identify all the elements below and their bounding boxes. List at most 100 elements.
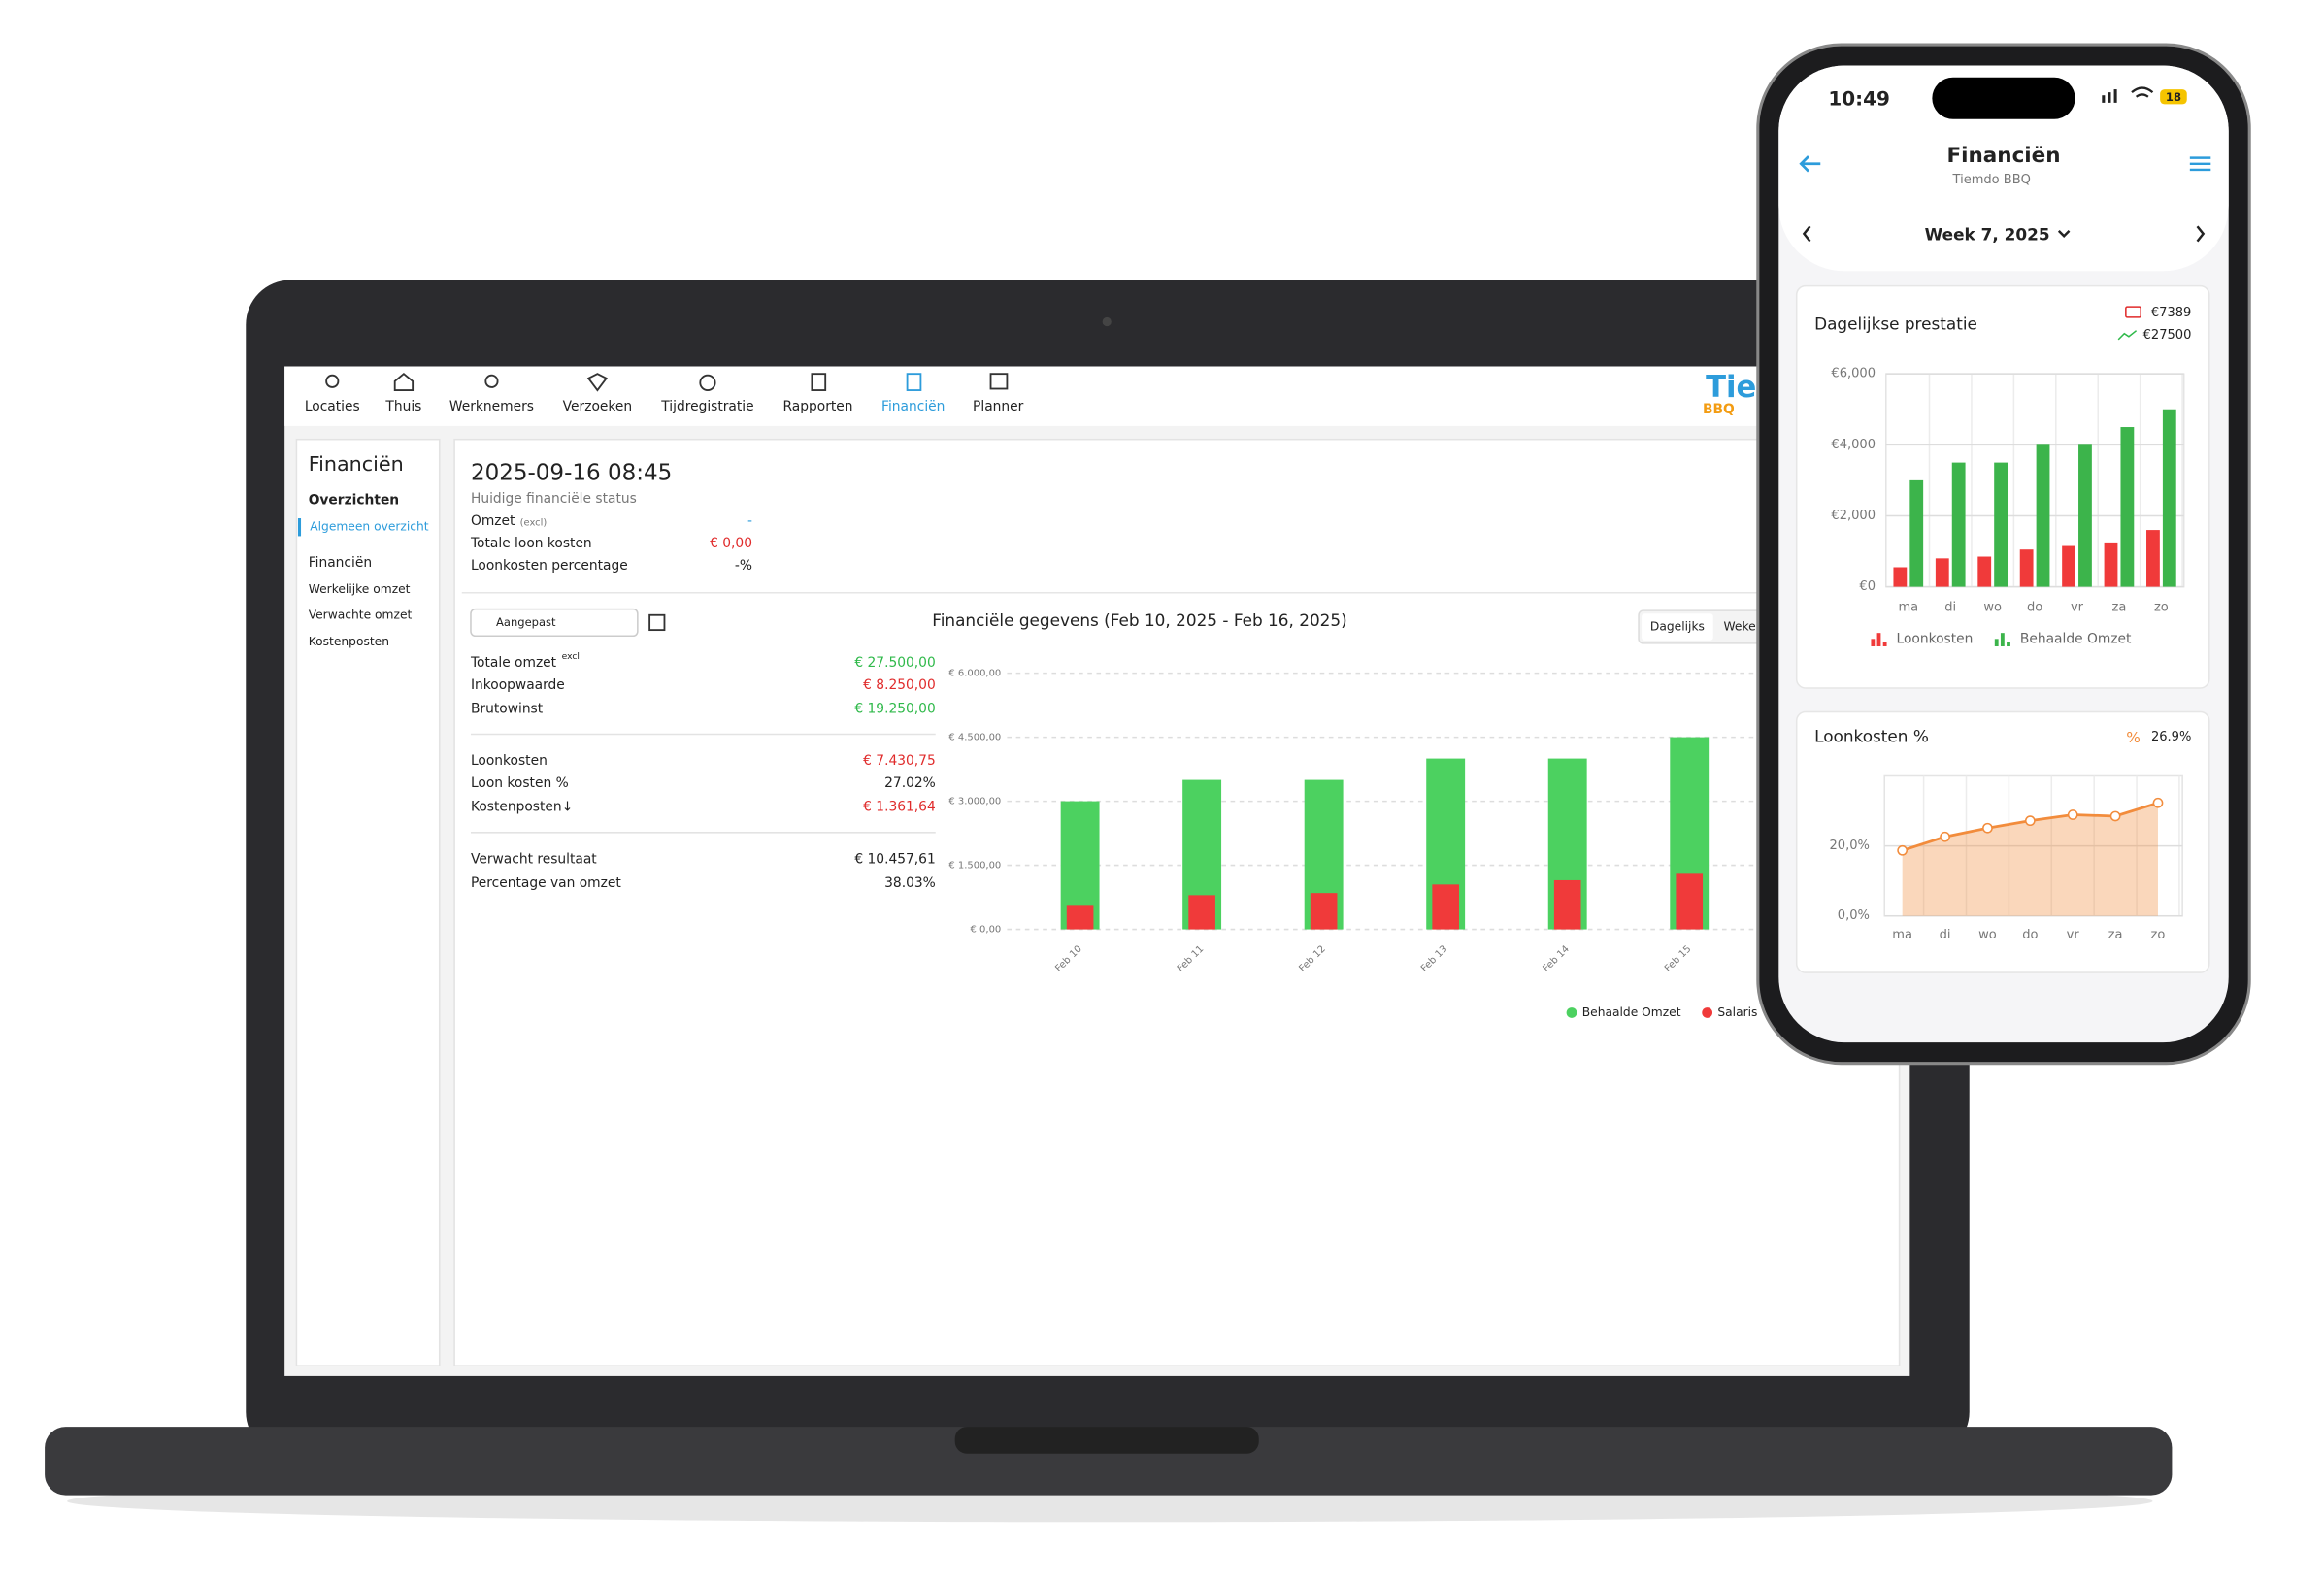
- phone-charts: Dagelijkse prestatie €7389 €27500 €0 €2,000 €…: [1814, 306, 2191, 942]
- sidebar-item[interactable]: Algemeen overzicht: [310, 520, 429, 534]
- icon: [484, 374, 499, 388]
- next-week[interactable]: [2196, 225, 2206, 243]
- annotation: €27500: [2143, 328, 2192, 343]
- sidebar-item[interactable]: Verwachte omzet: [309, 608, 413, 621]
- icon: [586, 373, 609, 392]
- menu-button[interactable]: [2189, 156, 2211, 172]
- sidebar-section: Overzichten: [309, 493, 399, 509]
- notch: [954, 1427, 1259, 1454]
- sidebar-title: Financiën: [309, 452, 404, 476]
- bar: [1994, 462, 2009, 587]
- bar: [2078, 444, 2092, 587]
- logo: Tie: [1706, 371, 1756, 405]
- bar: [1909, 479, 1924, 587]
- signal: [2113, 89, 2117, 103]
- icon: [699, 374, 716, 391]
- y-tick-label: 0,0%: [1838, 908, 1870, 923]
- calendar-icon[interactable]: [648, 613, 666, 632]
- logo-sub: BBQ: [1703, 402, 1735, 417]
- laptop-chart: Financiële gegevens (Feb 10, 2025 - Feb …: [932, 610, 1892, 1019]
- toggle-active: [1642, 613, 1713, 641]
- summary-label: Verwacht resultaat: [471, 851, 597, 867]
- summary-label: Loon kosten %: [471, 775, 569, 791]
- bar: [2162, 409, 2176, 587]
- summary-label: Totale omzet: [470, 655, 557, 671]
- bar: [2036, 444, 2050, 587]
- summary-note: excl: [562, 651, 580, 662]
- sidebar-item[interactable]: Kostenposten: [309, 635, 389, 648]
- back-button[interactable]: [1799, 155, 1821, 173]
- nav-item[interactable]: Verzoeken: [563, 399, 632, 414]
- point: [1897, 844, 1909, 856]
- point: [1940, 831, 1950, 842]
- signal: [2102, 95, 2106, 103]
- legend-marker: [1871, 639, 1876, 646]
- camera: [1102, 316, 1112, 327]
- x-tick-label: do: [2022, 928, 2038, 942]
- icon: [811, 373, 827, 391]
- nav-item[interactable]: Planner: [973, 399, 1024, 414]
- nav-item[interactable]: Financiën: [881, 399, 945, 414]
- x-tick-label: za: [2108, 928, 2123, 942]
- money-icon: [2125, 306, 2141, 318]
- x-tick-label: ma: [1898, 601, 1918, 615]
- prev-week[interactable]: [1802, 225, 1811, 243]
- y-tick-label: € 6.000,00: [948, 669, 1001, 679]
- y-tick-label: € 0,00: [971, 925, 1002, 936]
- legend-marker: [1702, 1007, 1713, 1018]
- icon: [906, 373, 922, 391]
- row-value: -: [747, 513, 752, 529]
- row-value: € 0,00: [710, 536, 752, 551]
- sidebar: [295, 438, 441, 1366]
- x-tick-label: zo: [2154, 601, 2169, 615]
- row-label: Totale loon kosten: [470, 536, 592, 551]
- annotation: €7389: [2151, 306, 2191, 320]
- sidebar-item[interactable]: Werkelijke omzet: [309, 582, 411, 596]
- subtitle: Huidige financiële status: [471, 491, 637, 507]
- point: [2024, 815, 2036, 827]
- wifi: [2131, 86, 2154, 98]
- x-tick-label: wo: [1983, 601, 2002, 615]
- active-marker: [297, 518, 302, 537]
- summary-label[interactable]: Kostenposten↓: [471, 800, 573, 815]
- x-tick-label: vr: [2071, 601, 2084, 615]
- laptop-base: [45, 1427, 2173, 1496]
- bar: [2019, 549, 2034, 587]
- toggle-option[interactable]: Dagelijks: [1650, 620, 1705, 634]
- x-tick-label: ma: [1892, 928, 1912, 942]
- summary-value: € 10.457,61: [854, 851, 935, 867]
- y-tick-label: €4,000: [1831, 438, 1876, 452]
- week-selector[interactable]: Week 7, 2025: [1925, 224, 2050, 244]
- nav-item[interactable]: Tijdregistratie: [660, 399, 753, 414]
- legend-label: Loonkosten: [1897, 631, 1974, 646]
- summary-label: Inkoopwaarde: [471, 677, 565, 693]
- legend-marker: [1876, 633, 1881, 646]
- bar: [2146, 530, 2160, 587]
- dropdown-text: Aangepast: [496, 615, 556, 629]
- chevron: [2057, 229, 2071, 238]
- legend-marker: [1882, 642, 1887, 646]
- x-tick-label: di: [1940, 928, 1951, 942]
- nav-item[interactable]: Thuis: [384, 399, 421, 414]
- nav-item[interactable]: Locaties: [305, 399, 360, 414]
- x-tick-label: vr: [2067, 928, 2080, 942]
- status-time: 10:49: [1828, 86, 1889, 110]
- nav-item[interactable]: Werknemers: [449, 399, 534, 414]
- bar: [1676, 873, 1704, 930]
- row-label: Loonkosten percentage: [471, 558, 628, 574]
- battery: [2160, 89, 2187, 105]
- trend-icon: [2117, 330, 2138, 341]
- main-panel: [453, 438, 1901, 1366]
- battery-level: 18: [2166, 90, 2181, 104]
- y-tick-label: €6,000: [1831, 367, 1876, 381]
- bar: [1893, 567, 1908, 587]
- summary-value: € 7.430,75: [863, 753, 936, 769]
- dropdown[interactable]: [470, 608, 639, 638]
- row-label: Omzet: [471, 513, 515, 529]
- summary-value: € 8.250,00: [863, 677, 936, 693]
- bar: [1432, 884, 1459, 930]
- summary-value: € 1.361,64: [863, 800, 936, 815]
- nav-item[interactable]: Rapporten: [783, 399, 853, 414]
- x-tick-label: do: [2027, 601, 2042, 615]
- legend-marker: [2007, 642, 2010, 646]
